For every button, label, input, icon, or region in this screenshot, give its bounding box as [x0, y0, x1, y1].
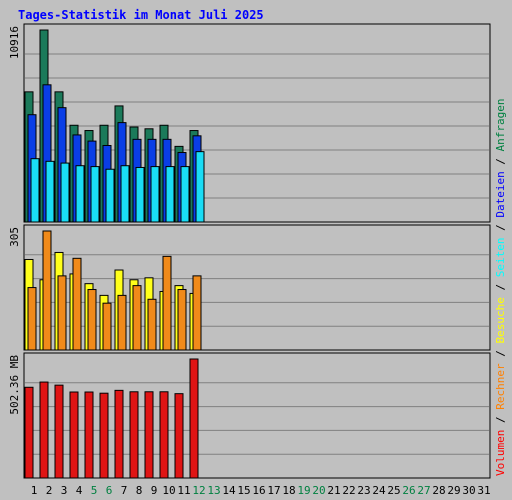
x-tick-label-day-18: 18	[282, 484, 295, 497]
panel-max-label: 305	[8, 227, 21, 247]
x-tick-label-day-3: 3	[61, 484, 68, 497]
x-tick-label-day-20: 20	[312, 484, 325, 497]
panel-frame	[23, 23, 491, 223]
chart-title: Tages-Statistik im Monat Juli 2025	[18, 8, 264, 22]
bar-rechner-day-8	[132, 285, 142, 351]
bar-rechner-day-7	[117, 294, 127, 351]
bar-seiten-day-10	[165, 166, 175, 223]
x-tick-label-day-5: 5	[91, 484, 98, 497]
panel-requests: 10916	[8, 23, 491, 223]
x-tick-label-day-26: 26	[402, 484, 415, 497]
x-tick-label-day-24: 24	[372, 484, 386, 497]
legend-entry-volumen: Volumen	[494, 430, 507, 476]
legend-separator: /	[494, 277, 507, 297]
x-tick-label-day-6: 6	[106, 484, 113, 497]
legend-entry-rechner: Rechner	[494, 363, 507, 410]
bar-rechner-day-12	[192, 275, 202, 351]
x-tick-label-day-27: 27	[417, 484, 430, 497]
bar-seiten-day-2	[45, 160, 55, 223]
x-tick-label-day-4: 4	[76, 484, 83, 497]
panel-max-label: 502.36 MB	[8, 355, 21, 415]
bar-volumen-day-2	[39, 381, 49, 479]
bar-volumen-day-1	[24, 386, 34, 479]
bar-volumen-day-5	[84, 391, 94, 479]
panel-frame	[23, 352, 491, 479]
bar-rechner-day-4	[72, 257, 82, 351]
x-tick-label-day-7: 7	[121, 484, 128, 497]
x-tick-label-day-16: 16	[252, 484, 265, 497]
panel-frame	[23, 224, 491, 351]
bar-seiten-day-8	[135, 166, 145, 223]
x-tick-label-day-31: 31	[477, 484, 490, 497]
bar-seiten-day-4	[75, 165, 85, 223]
panel-visits: 305	[8, 224, 491, 351]
panel-max-label: 10916	[8, 26, 21, 59]
legend-text: Volumen / Rechner / Besuche / Seiten / D…	[494, 98, 507, 476]
bar-volumen-day-9	[144, 391, 154, 479]
x-tick-label-day-12: 12	[192, 484, 205, 497]
x-tick-label-day-9: 9	[151, 484, 158, 497]
x-tick-label-day-14: 14	[222, 484, 236, 497]
legend-entry-seiten: Seiten	[494, 238, 507, 278]
bar-volumen-day-12	[189, 358, 199, 479]
x-tick-label-day-23: 23	[357, 484, 370, 497]
bar-rechner-day-10	[162, 255, 172, 351]
x-tick-label-day-2: 2	[46, 484, 53, 497]
bar-seiten-day-5	[90, 166, 100, 223]
bar-seiten-day-3	[60, 162, 70, 223]
bar-seiten-day-7	[120, 165, 130, 223]
chart-panels: 10916 305 502.36 MB	[8, 23, 491, 479]
x-tick-label-day-21: 21	[327, 484, 340, 497]
bar-seiten-day-12	[195, 151, 205, 223]
panel-volume: 502.36 MB	[8, 352, 491, 479]
bar-rechner-day-1	[27, 287, 37, 351]
bar-volumen-day-11	[174, 393, 184, 479]
x-tick-label-day-25: 25	[387, 484, 400, 497]
x-axis-day-labels: 1 2 3 4 5 6 7 8 9 10 11 12 13 14 15 16 17 18 19 20 21 22 23 24 2…	[31, 484, 491, 497]
x-tick-label-day-19: 19	[297, 484, 310, 497]
bar-rechner-day-9	[147, 298, 157, 351]
bar-rechner-day-3	[57, 275, 67, 351]
bar-seiten-day-1	[30, 158, 40, 223]
bar-volumen-day-4	[69, 391, 79, 479]
series-legend: Volumen / Rechner / Besuche / Seiten / D…	[494, 98, 507, 476]
bar-volumen-day-3	[54, 384, 64, 479]
bar-seiten-day-9	[150, 166, 160, 223]
legend-entry-anfragen: Anfragen	[494, 98, 507, 151]
bar-volumen-day-8	[129, 391, 139, 479]
bar-rechner-day-2	[42, 230, 52, 351]
x-tick-label-day-11: 11	[177, 484, 190, 497]
legend-separator: /	[494, 410, 507, 430]
bar-seiten-day-6	[105, 168, 115, 223]
legend-separator: /	[494, 151, 507, 171]
x-tick-label-day-1: 1	[31, 484, 38, 497]
legend-separator: /	[494, 344, 507, 364]
x-tick-label-day-10: 10	[162, 484, 175, 497]
x-tick-label-day-22: 22	[342, 484, 355, 497]
x-tick-label-day-15: 15	[237, 484, 250, 497]
bar-seiten-day-11	[180, 166, 190, 223]
bar-volumen-day-6	[99, 392, 109, 479]
bar-rechner-day-5	[87, 289, 97, 351]
bar-rechner-day-6	[102, 302, 112, 351]
x-tick-label-day-8: 8	[136, 484, 143, 497]
legend-separator: /	[494, 218, 507, 238]
bar-rechner-day-11	[177, 289, 187, 351]
bar-volumen-day-10	[159, 391, 169, 479]
x-tick-label-day-13: 13	[207, 484, 220, 497]
legend-entry-besuche: Besuche	[494, 297, 507, 343]
x-tick-label-day-29: 29	[447, 484, 460, 497]
x-tick-label-day-30: 30	[462, 484, 475, 497]
bar-volumen-day-7	[114, 389, 124, 479]
x-tick-label-day-17: 17	[267, 484, 280, 497]
x-tick-label-day-28: 28	[432, 484, 445, 497]
legend-entry-dateien: Dateien	[494, 171, 507, 217]
